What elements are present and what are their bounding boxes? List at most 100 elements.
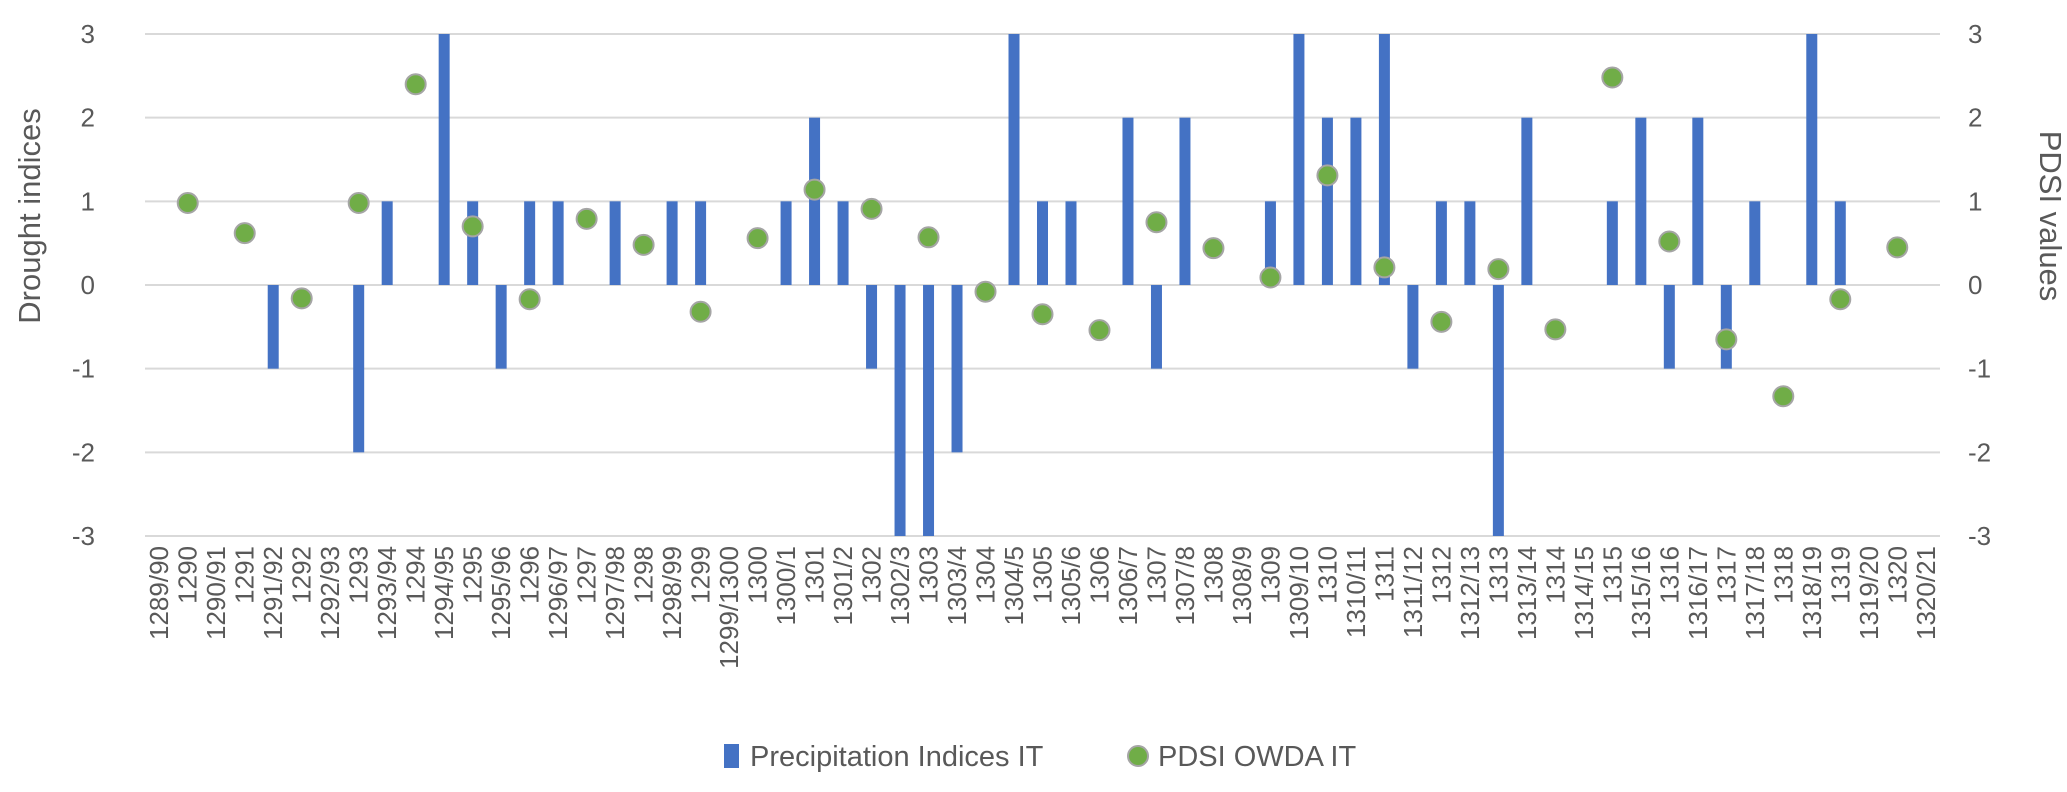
pdsi-point <box>404 73 427 96</box>
bar <box>1749 201 1761 285</box>
pdsi-point <box>176 192 199 215</box>
legend-label-pdsi: PDSI OWDA IT <box>1158 741 1356 773</box>
pdsi-point <box>1544 318 1567 341</box>
x-tick-label: 1293 <box>344 546 374 604</box>
left-y-tick-label: 0 <box>81 270 95 300</box>
x-tick-label: 1301 <box>800 546 830 604</box>
bar <box>1606 201 1618 285</box>
x-tick-label: 1298 <box>629 546 659 604</box>
bar <box>1492 285 1504 536</box>
x-tick-label: 1311 <box>1369 546 1399 602</box>
x-tick-label: 1315 <box>1597 546 1627 604</box>
x-tick-label: 1308/9 <box>1227 546 1257 626</box>
x-tick-label: 1301/2 <box>828 546 858 626</box>
bar <box>1435 201 1447 285</box>
x-tick-label: 1299 <box>686 546 716 604</box>
precipitation-bars <box>267 34 1846 536</box>
x-tick-label: 1295/96 <box>486 546 516 640</box>
bar <box>1122 117 1134 286</box>
bar <box>552 201 564 285</box>
pdsi-point <box>746 227 769 250</box>
bar <box>1635 117 1647 286</box>
bar <box>1806 34 1818 285</box>
x-tick-label: 1307 <box>1141 546 1171 604</box>
bar <box>495 285 507 369</box>
bar <box>467 201 479 285</box>
x-tick-label: 1303/4 <box>942 546 972 626</box>
x-tick-label: 1312/13 <box>1455 546 1485 640</box>
x-tick-label: 1319 <box>1825 546 1855 604</box>
bar <box>609 201 621 285</box>
bar <box>267 285 279 369</box>
x-tick-label: 1317/18 <box>1740 546 1770 640</box>
x-tick-label: 1290 <box>173 546 203 604</box>
pdsi-point <box>290 287 313 310</box>
pdsi-point <box>689 300 712 323</box>
x-tick-label: 1294/95 <box>429 546 459 640</box>
x-tick-label: 1314/15 <box>1569 546 1599 640</box>
bar <box>438 34 450 285</box>
x-tick-label: 1313 <box>1483 546 1513 604</box>
right-y-tick-label: 0 <box>1968 270 1982 300</box>
right-y-axis-title: PDSI values <box>2033 131 2067 302</box>
pdsi-point <box>575 207 598 230</box>
x-tick-label: 1304 <box>971 546 1001 604</box>
bar <box>666 201 678 285</box>
x-tick-label: 1318 <box>1768 546 1798 604</box>
pdsi-point <box>1886 236 1909 259</box>
pdsi-point <box>1202 237 1225 260</box>
x-tick-label: 1316/17 <box>1683 546 1713 640</box>
pdsi-point <box>1601 66 1624 89</box>
left-y-axis-title: Drought indices <box>12 108 47 323</box>
bar <box>1150 285 1162 369</box>
bar <box>1037 201 1048 285</box>
left-y-tick-label: 1 <box>81 186 95 216</box>
right-y-tick-label: 1 <box>1968 186 1982 216</box>
bar <box>894 285 906 536</box>
bar <box>1692 117 1704 286</box>
x-tick-label: 1297 <box>572 546 602 604</box>
bar <box>1720 285 1732 369</box>
legend-label-precipitation: Precipitation Indices IT <box>750 741 1044 773</box>
x-tick-label: 1309/10 <box>1284 546 1314 640</box>
bar <box>866 285 878 369</box>
bar <box>524 201 536 285</box>
left-y-axis-ticks: 3 2 1 0 -1 -2 -3 <box>72 19 95 551</box>
pdsi-point <box>1715 328 1738 351</box>
x-tick-label: 1315/16 <box>1626 546 1656 640</box>
legend: Precipitation Indices IT PDSI OWDA IT <box>724 741 1356 773</box>
pdsi-point <box>233 222 256 245</box>
pdsi-point <box>1088 319 1111 342</box>
pdsi-point <box>803 178 826 201</box>
bar <box>1663 285 1675 369</box>
right-y-tick-label: 2 <box>1968 103 1982 133</box>
x-tick-label: 1292 <box>287 546 317 604</box>
x-tick-label: 1300 <box>743 546 773 604</box>
left-y-tick-label: 3 <box>81 19 95 49</box>
bar <box>1464 201 1476 285</box>
x-tick-label: 1299/1300 <box>714 546 744 669</box>
pdsi-points <box>176 66 1909 408</box>
x-tick-label: 1312 <box>1426 546 1456 604</box>
x-tick-label: 1318/19 <box>1797 546 1827 640</box>
bar <box>923 285 935 536</box>
bar <box>1407 285 1419 369</box>
bar <box>1378 34 1390 285</box>
x-tick-label: 1294 <box>401 546 431 604</box>
x-tick-label: 1306 <box>1084 546 1114 604</box>
x-tick-label: 1308 <box>1198 546 1228 604</box>
x-tick-label: 1298/99 <box>657 546 687 640</box>
x-tick-label: 1310/11 <box>1341 546 1371 638</box>
legend-marker-pdsi <box>1127 745 1149 767</box>
pdsi-point <box>974 280 997 303</box>
x-tick-label: 1303 <box>914 546 944 604</box>
x-axis-ticks: 1289/9012901290/9112911291/9212921292/93… <box>144 546 1941 669</box>
x-tick-label: 1307/8 <box>1170 546 1200 626</box>
bar <box>809 117 821 286</box>
x-tick-label: 1296 <box>515 546 545 604</box>
x-tick-label: 1293/94 <box>372 546 402 640</box>
x-tick-label: 1320/21 <box>1911 546 1941 640</box>
pdsi-point <box>1259 266 1282 289</box>
x-tick-label: 1314 <box>1540 546 1570 604</box>
x-tick-label: 1317 <box>1711 546 1741 604</box>
